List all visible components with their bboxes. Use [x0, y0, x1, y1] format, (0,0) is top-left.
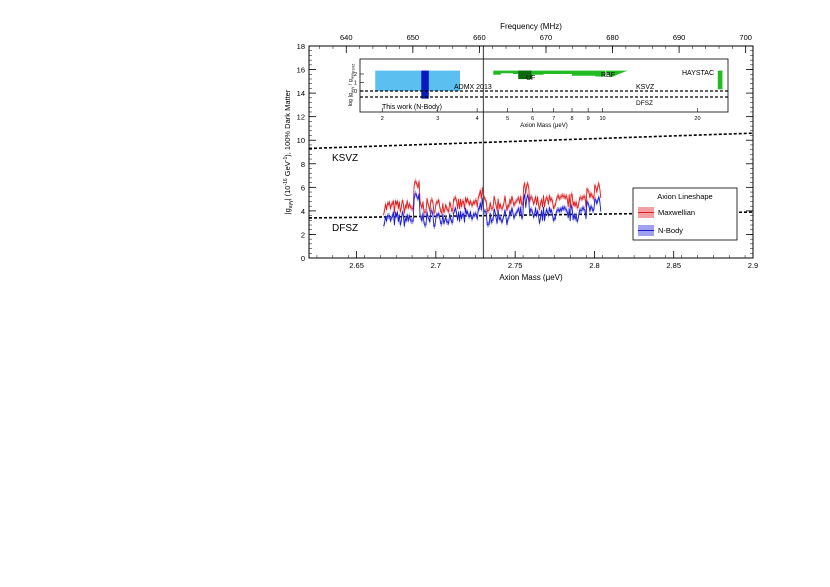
legend-label-nbody: N-Body [658, 226, 683, 235]
inset-frame [359, 58, 729, 113]
x-tick-label: 2.9 [748, 261, 758, 270]
x-tick-label: 2.8 [589, 261, 599, 270]
inset-x-tick-label: 2 [381, 116, 384, 122]
inset-haystac-region [717, 70, 723, 90]
inset-y-label: log |gaγγ / gaγγKSVZ [348, 63, 356, 106]
top-tick-label: 680 [606, 33, 619, 42]
top-tick-label: 700 [739, 33, 752, 42]
top-tick-label: 650 [407, 33, 420, 42]
inset-this-work-region [421, 70, 429, 99]
inset-y-tick-label: 1 [354, 81, 357, 87]
inset-x-tick-label: 5 [506, 116, 509, 122]
legend: Axion Lineshape Maxwellian N-Body [632, 187, 738, 241]
inset-rbf-region [605, 70, 628, 78]
inset-x-tick-label: 6 [531, 116, 534, 122]
x-tick-label: 2.75 [508, 261, 523, 270]
maxwellian-series-band [383, 177, 601, 218]
plot-frame [308, 45, 754, 259]
y-tick-label: 16 [297, 66, 305, 75]
ksvz-label: KSVZ [332, 153, 358, 164]
top-axis-label: Frequency (MHz) [500, 22, 562, 31]
x-tick-label: 2.7 [431, 261, 441, 270]
legend-title: Axion Lineshape [657, 192, 712, 201]
dfsz-label: DFSZ [332, 223, 358, 234]
inset-admx-region [375, 70, 461, 91]
inset-x-tick-label: 9 [587, 116, 590, 122]
inset-x-label: Axion Mass (μeV) [520, 123, 567, 129]
inset-x-tick-label: 10 [600, 116, 606, 122]
y-axis-label: |gaγγ| (10-16 GeV-1), 100% Dark Matter [283, 89, 294, 214]
inset-label-rbf: RBF [601, 72, 615, 79]
y-tick-label: 10 [297, 136, 305, 145]
y-tick-label: 2 [301, 230, 305, 239]
y-tick-label: 18 [297, 42, 305, 51]
top-tick-label: 690 [673, 33, 686, 42]
inset-y-tick-label: 0 [354, 89, 357, 95]
top-tick-label: 640 [340, 33, 353, 42]
legend-label-maxwellian: Maxwellian [658, 208, 695, 217]
inset-x-tick-label: 3 [436, 116, 439, 122]
x-tick-label: 2.65 [349, 261, 364, 270]
y-tick-label: 6 [301, 183, 305, 192]
inset-y-tick-label: 2 [354, 72, 357, 78]
ksvz-line [309, 132, 753, 150]
y-tick-label: 4 [301, 207, 305, 216]
inset-label-admx: ADMX 2013 [454, 84, 492, 91]
y-tick-label: 8 [301, 160, 305, 169]
inset-label-uf: UF [526, 75, 535, 82]
nbody-series-line [383, 193, 602, 228]
y-tick-label: 0 [301, 254, 305, 263]
inset-x-tick-label: 7 [552, 116, 555, 122]
inset-uf-region [518, 70, 532, 80]
inset-x-tick-label: 20 [694, 116, 700, 122]
maxwellian-series-line [383, 180, 602, 216]
inset-label-this-work: This work (N-Body) [382, 104, 442, 111]
x-tick-label: 2.85 [666, 261, 681, 270]
top-tick-label: 670 [540, 33, 553, 42]
y-tick-label: 12 [297, 113, 305, 122]
inset-label-ksvz: KSVZ [636, 84, 655, 91]
inset-label-dfsz: DFSZ [636, 100, 653, 107]
y-tick-label: 14 [297, 89, 305, 98]
inset-label-haystac: HAYSTAC [682, 70, 714, 77]
inset-x-tick-label: 4 [476, 116, 479, 122]
inset-plot: 2 3 4 5 6 7 8 9 10 20 0 1 2 ADMX 2013 UF RBF HAYSTAC… [348, 58, 729, 129]
x-axis-label: Axion Mass (μeV) [499, 273, 563, 282]
top-tick-label: 660 [473, 33, 486, 42]
inset-x-tick-label: 8 [570, 116, 573, 122]
